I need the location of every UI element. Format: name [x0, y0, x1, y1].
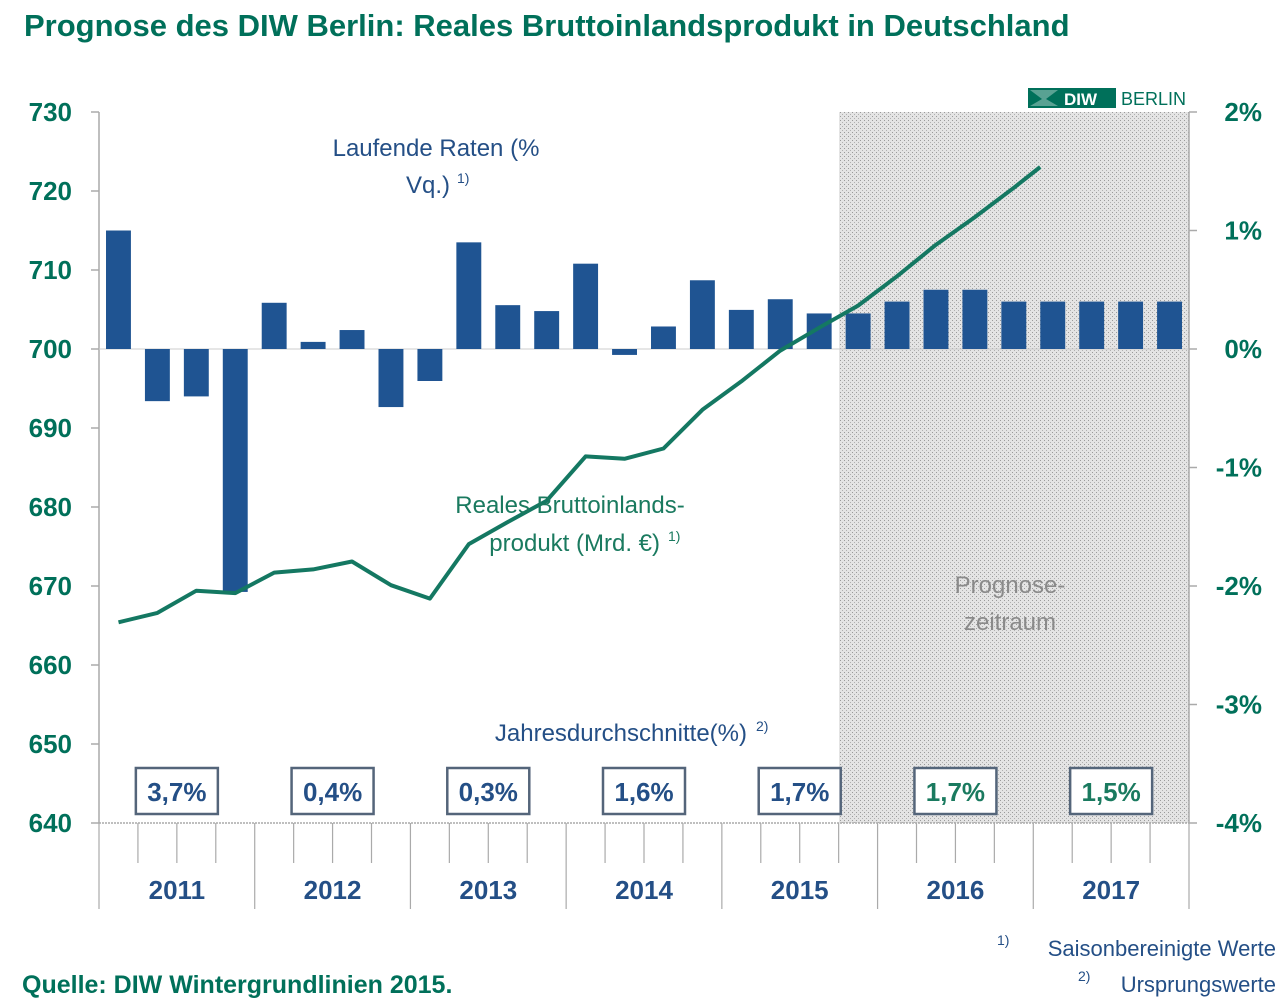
year-label: 2012 [304, 875, 362, 905]
gdp-line [118, 165, 1042, 625]
bar [339, 330, 365, 349]
bar-series [106, 230, 1182, 592]
annual-label-footnote: 2) [756, 718, 768, 734]
diw-logo: DIW BERLIN [1028, 88, 1186, 109]
right-tick-label: 1% [1224, 216, 1262, 246]
bars-label-line2: Vq.) [406, 172, 450, 199]
annual-box [134, 766, 220, 816]
bar [222, 349, 248, 592]
bar [884, 301, 910, 349]
bars-label-line1: Laufende Raten (% [333, 135, 540, 162]
footnote-2-text: Ursprungswerte [1121, 972, 1276, 997]
bars-label-footnote: 1) [457, 170, 469, 186]
left-tick-label: 700 [29, 334, 72, 364]
left-tick-label: 660 [29, 650, 72, 680]
logo-text-diw: DIW [1064, 90, 1098, 109]
annual-value: 1,7% [770, 777, 829, 807]
left-tick-label: 710 [29, 255, 72, 285]
right-tick-label: -2% [1216, 571, 1262, 601]
annual-box [601, 766, 687, 816]
bar [417, 349, 443, 381]
year-label: 2017 [1082, 875, 1140, 905]
chart-title: Prognose des DIW Berlin: Reales Bruttoin… [24, 8, 1070, 43]
year-label: 2013 [459, 875, 517, 905]
logo-text-berlin: BERLIN [1121, 89, 1186, 109]
bar [689, 280, 715, 349]
bar [612, 349, 637, 355]
left-tick-label: 720 [29, 176, 72, 206]
right-tick-label: -1% [1216, 453, 1262, 483]
bar [495, 305, 521, 349]
bar [1118, 301, 1144, 349]
right-axis-ticks: -4% -3% -2% -1% 0% 1% 2% [1189, 97, 1262, 838]
year-label: 2015 [771, 875, 829, 905]
source-note: Quelle: DIW Wintergrundlinien 2015. [22, 971, 452, 999]
bar [767, 299, 793, 349]
bar [651, 326, 676, 349]
x-axis-ticks: 2011 2012 2013 2014 2015 2016 2017 [98, 823, 1190, 909]
annual-label: Jahresdurchschnitte(%) [495, 720, 747, 747]
right-tick-label: -4% [1216, 808, 1262, 838]
bar [845, 313, 871, 349]
annual-value: 0,3% [459, 777, 518, 807]
left-axis-ticks: 640 650 660 670 680 690 700 710 720 730 [29, 97, 99, 838]
bar [106, 230, 131, 349]
left-tick-label: 690 [29, 413, 72, 443]
left-tick-label: 670 [29, 571, 72, 601]
annual-box [757, 766, 842, 816]
year-label: 2016 [927, 875, 985, 905]
footnote-1-mark: 1) [997, 932, 1009, 948]
bar [144, 349, 170, 402]
footnote-1-text: Saisonbereinigte Werte [1048, 936, 1276, 961]
annual-value: 3,7% [147, 777, 206, 807]
line-series [118, 165, 1042, 625]
bar [573, 263, 599, 349]
annual-value: 1,5% [1082, 777, 1141, 807]
bars-label-line2-text: Vq.) [406, 172, 450, 199]
left-tick-label: 730 [29, 97, 72, 127]
bar [261, 302, 287, 349]
bar [923, 289, 949, 349]
footnote-2-mark: 2) [1078, 968, 1090, 984]
annual-value: 0,4% [303, 777, 362, 807]
bar [300, 341, 326, 349]
bar [534, 311, 560, 349]
bar [1001, 301, 1027, 349]
bar [1079, 301, 1105, 349]
annual-box [446, 766, 531, 816]
bar [456, 242, 482, 349]
bar [183, 349, 209, 397]
forecast-label-line1: Prognose- [955, 572, 1066, 599]
line-label-line2: produkt (Mrd. €) [489, 530, 660, 557]
annual-box [1068, 766, 1154, 816]
left-tick-label: 640 [29, 808, 72, 838]
bar [728, 309, 754, 349]
bar [1040, 301, 1066, 349]
annual-box [913, 766, 998, 816]
annual-value: 1,6% [614, 777, 673, 807]
forecast-label-line2: zeitraum [964, 609, 1056, 636]
bar [962, 289, 988, 349]
year-label: 2011 [149, 875, 205, 905]
annual-value: 1,7% [926, 777, 985, 807]
line-label-footnote: 1) [668, 528, 680, 544]
bar [1157, 301, 1182, 349]
right-tick-label: 2% [1224, 97, 1262, 127]
bars-label: Laufende Raten (% [333, 135, 540, 162]
annual-box [290, 766, 375, 816]
bar [378, 349, 404, 408]
forecast-region [839, 112, 1189, 823]
left-tick-label: 680 [29, 492, 72, 522]
right-tick-label: -3% [1216, 690, 1262, 720]
right-tick-label: 0% [1224, 334, 1262, 364]
annual-average-boxes: 3,7% 0,4% 0,3% 1,6% 1,7% 1,7% 1,5% [134, 766, 1154, 816]
year-label: 2014 [615, 875, 673, 905]
line-label-line1: Reales Bruttoinlands- [455, 492, 684, 519]
left-tick-label: 650 [29, 729, 72, 759]
